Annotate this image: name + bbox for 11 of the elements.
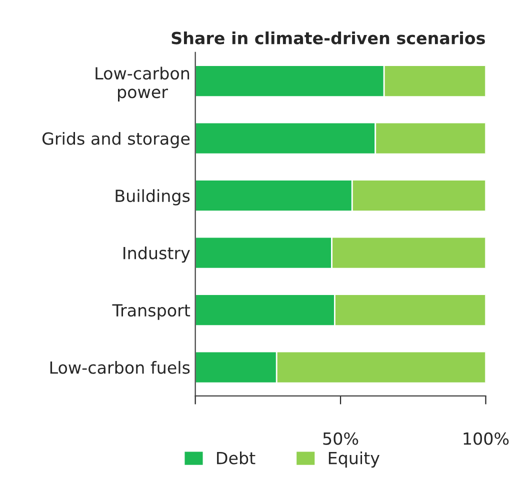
- x-tick-label: 100%: [464, 432, 509, 445]
- y-tick-label: Buildings: [116, 189, 190, 206]
- y-tick-label: Grids and storage: [42, 132, 190, 148]
- y-tick-label: Transport: [112, 304, 190, 320]
- chart-title: Share in climate-driven scenarios: [172, 31, 485, 44]
- y-tick-label: Low-carbon power: [96, 66, 190, 102]
- y-tick-label: Industry: [124, 246, 190, 263]
- x-tick-label: 50%: [323, 432, 358, 445]
- legend-label: Debt: [217, 451, 256, 464]
- y-tick-label: Low-carbon fuels: [50, 360, 190, 374]
- legend-label: Equity: [328, 451, 380, 468]
